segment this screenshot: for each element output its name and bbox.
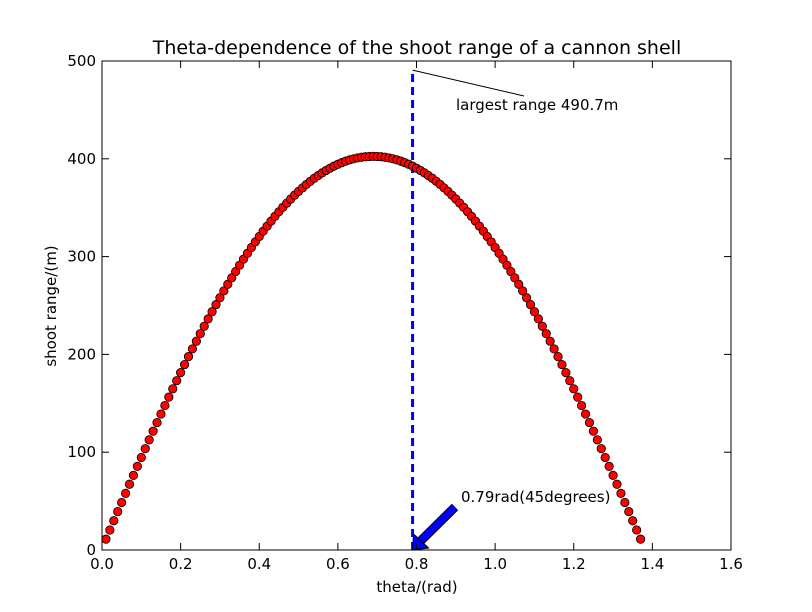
x-tick-label: 1.0: [483, 555, 507, 573]
data-point: [616, 488, 626, 498]
data-point: [577, 400, 587, 411]
data-point: [183, 352, 194, 362]
x-tick-label: 0.2: [169, 555, 193, 573]
data-point: [101, 534, 111, 544]
chart-title: Theta-dependence of the shoot range of a…: [152, 37, 681, 59]
data-point: [529, 307, 540, 317]
data-point: [148, 426, 158, 436]
data-point: [144, 435, 154, 445]
data-point: [187, 344, 198, 354]
data-point: [518, 286, 528, 296]
annotation-largest-range: largest range 490.7m: [456, 96, 618, 114]
data-point: [172, 376, 182, 386]
data-point: [561, 367, 571, 378]
plot-frame: [101, 60, 732, 551]
data-point: [541, 329, 551, 339]
data-point: [105, 525, 115, 535]
data-point: [612, 479, 622, 489]
data-point: [136, 452, 146, 463]
y-tick-label: 100: [67, 443, 96, 461]
data-point: [156, 409, 166, 419]
data-point: [109, 516, 119, 526]
data-point: [207, 307, 217, 317]
data-point: [525, 300, 536, 310]
data-point: [164, 392, 174, 402]
x-tick-label: 1.4: [640, 555, 664, 573]
x-tick-label: 1.2: [562, 555, 586, 573]
data-point: [203, 314, 213, 324]
data-point: [219, 286, 229, 296]
y-tick-label: 0: [86, 541, 96, 559]
data-point: [549, 344, 559, 354]
data-point: [565, 376, 575, 386]
data-point: [545, 336, 555, 346]
data-point: [608, 470, 618, 480]
data-point: [215, 293, 225, 303]
data-point: [635, 534, 646, 544]
x-tick-label: 0.0: [90, 555, 114, 573]
data-point: [120, 488, 131, 498]
data-point: [168, 384, 178, 394]
data-point: [152, 417, 162, 428]
data-point: [604, 461, 614, 471]
data-point: [569, 384, 579, 394]
data-point: [179, 359, 190, 370]
data-point: [176, 367, 186, 378]
y-tick-label: 500: [67, 52, 96, 70]
y-tick-label: 300: [67, 248, 96, 266]
x-axis-label: theta/(rad): [376, 578, 457, 596]
data-point: [624, 506, 634, 517]
data-point: [584, 417, 595, 428]
data-point: [620, 497, 630, 508]
data-point: [211, 300, 221, 310]
annotation-line-largest-range: [412, 69, 525, 97]
data-point: [195, 329, 205, 339]
x-tick-label: 0.8: [405, 555, 429, 573]
annotation-arrow-shaft: [418, 504, 458, 544]
data-point: [128, 470, 139, 480]
data-point: [521, 293, 532, 303]
y-axis-label: shoot range/(m): [42, 245, 60, 366]
data-point: [124, 479, 135, 489]
data-point: [557, 359, 567, 370]
plot-marks: largest range 490.7m 0.79rad(45degrees) 0.…: [67, 52, 743, 573]
data-point: [199, 321, 209, 331]
data-point: [553, 352, 563, 362]
data-point: [514, 279, 524, 289]
data-point: [592, 435, 602, 445]
data-point: [600, 452, 610, 463]
x-tick-label: 0.4: [247, 555, 271, 573]
data-point: [533, 314, 543, 324]
data-point: [132, 461, 142, 471]
data-point: [628, 516, 638, 526]
x-tick-label: 1.6: [719, 555, 743, 573]
data-point: [113, 506, 123, 517]
data-point: [573, 392, 583, 402]
y-tick-label: 400: [67, 150, 96, 168]
x-tick-label: 0.6: [326, 555, 350, 573]
data-point: [191, 336, 201, 346]
data-point: [596, 444, 606, 454]
y-tick-label: 200: [67, 345, 96, 363]
data-point: [632, 525, 642, 535]
data-point: [580, 409, 591, 419]
data-point: [537, 321, 547, 331]
data-point: [140, 444, 150, 454]
data-point: [160, 400, 170, 411]
data-point: [117, 497, 127, 508]
data-point: [588, 426, 599, 436]
annotation-optimal-angle: 0.79rad(45degrees): [461, 488, 610, 506]
